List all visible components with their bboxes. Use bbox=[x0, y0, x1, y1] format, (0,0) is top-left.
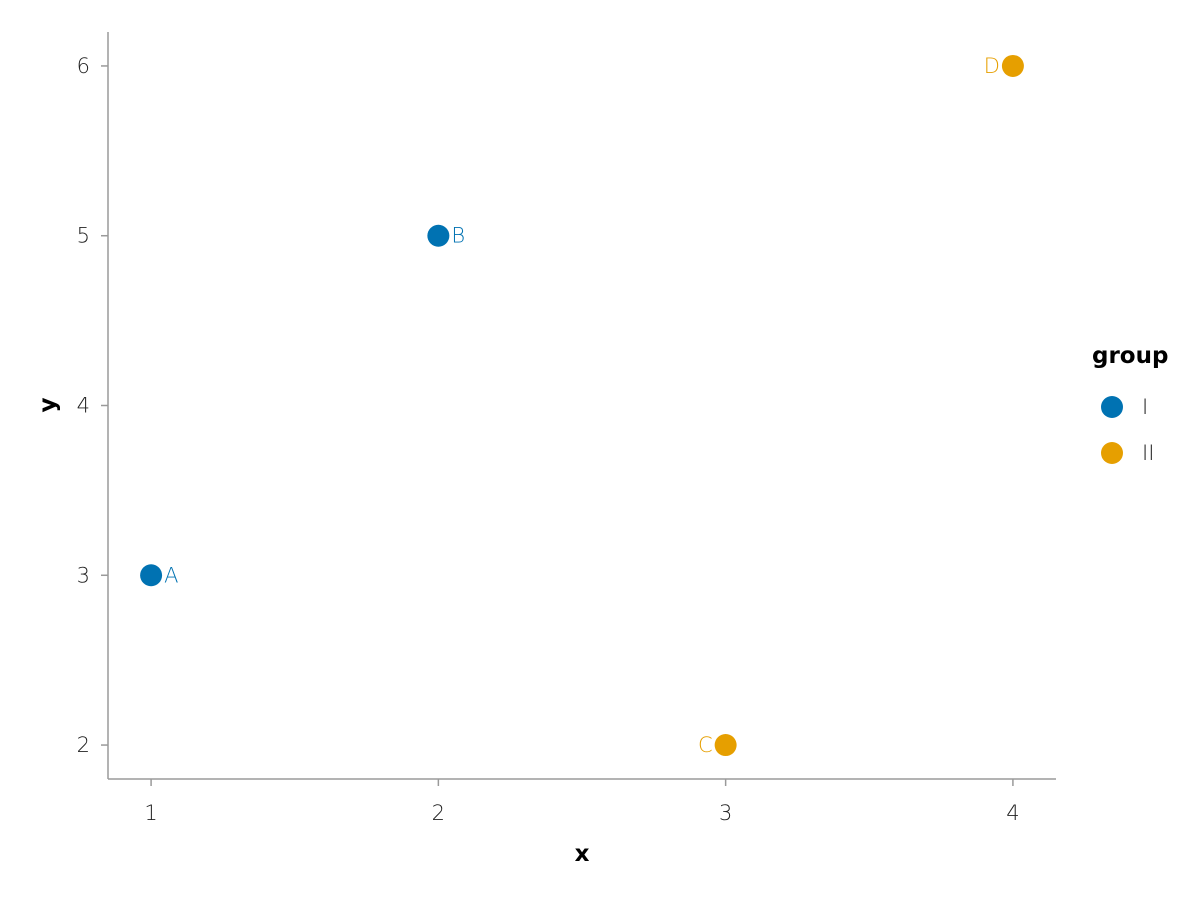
point-label: C bbox=[698, 733, 713, 757]
legend-label: I bbox=[1142, 395, 1148, 419]
x-tick-label: 4 bbox=[1006, 801, 1019, 825]
y-tick-label: 4 bbox=[77, 394, 90, 418]
point bbox=[1001, 54, 1024, 77]
x-tick-label: 3 bbox=[719, 801, 732, 825]
x-tick-label: 1 bbox=[144, 801, 157, 825]
point bbox=[140, 564, 163, 587]
legend-swatch bbox=[1101, 442, 1123, 464]
legend-label: II bbox=[1142, 441, 1154, 465]
x-tick-label: 2 bbox=[432, 801, 445, 825]
y-tick-label: 5 bbox=[77, 224, 90, 248]
x-axis-title: x bbox=[575, 841, 590, 867]
point bbox=[714, 734, 737, 757]
point bbox=[427, 224, 450, 247]
legend-swatch bbox=[1101, 396, 1123, 418]
point-label: B bbox=[451, 224, 465, 248]
y-tick-label: 6 bbox=[77, 54, 90, 78]
point-label: A bbox=[164, 563, 178, 587]
y-tick-label: 3 bbox=[77, 563, 90, 587]
y-tick-label: 2 bbox=[77, 733, 90, 757]
point-label: D bbox=[984, 54, 1000, 78]
legend-title: group bbox=[1092, 343, 1168, 369]
y-axis-title: y bbox=[35, 398, 61, 413]
